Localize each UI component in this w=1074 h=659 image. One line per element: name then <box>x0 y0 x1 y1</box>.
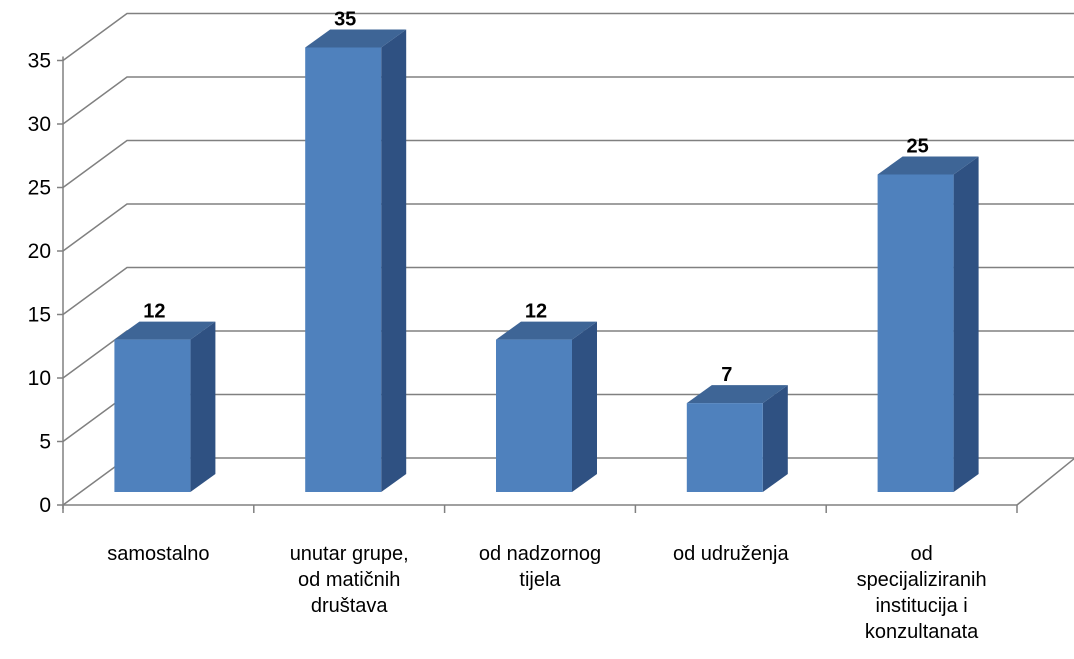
category-label: od udruženja <box>672 543 789 565</box>
bar-front <box>496 339 572 492</box>
y-tick-label: 35 <box>28 50 51 73</box>
category-label: samostalno <box>107 543 210 565</box>
bar-side <box>572 321 597 492</box>
data-label: 25 <box>906 136 928 158</box>
floor-edge <box>1016 457 1074 506</box>
data-label: 35 <box>334 9 356 31</box>
gridline <box>62 266 1074 316</box>
bar-front <box>305 47 382 492</box>
gridline <box>62 203 1074 252</box>
bar-side <box>381 29 407 492</box>
bar: 7 <box>686 364 788 492</box>
bar-front <box>877 174 954 492</box>
y-tick-label: 5 <box>39 431 51 454</box>
category-label: unutar grupe, od matičnih društava <box>289 543 409 617</box>
y-tick-label: 15 <box>28 304 51 327</box>
bar-front <box>686 403 763 492</box>
category-label: od specijaliziranih institucija i konzul… <box>856 543 987 643</box>
y-tick-label: 10 <box>28 367 51 390</box>
data-label: 12 <box>143 301 165 323</box>
bar: 35 <box>305 9 407 492</box>
bar-top <box>686 385 788 404</box>
y-tick-label: 30 <box>28 113 51 136</box>
bar: 12 <box>114 301 216 492</box>
bar: 12 <box>496 301 597 492</box>
bar-top <box>114 321 216 340</box>
bar-top <box>877 156 979 175</box>
bar-top <box>496 321 597 340</box>
bar-top <box>305 29 407 48</box>
bar-side <box>953 156 979 492</box>
y-tick-label: 0 <box>39 494 51 517</box>
data-label: 12 <box>525 301 547 323</box>
y-tick-label: 25 <box>28 177 51 200</box>
gridline <box>62 12 1074 62</box>
bar-front <box>114 339 191 492</box>
bar-side <box>190 321 216 492</box>
bar-side <box>762 385 788 492</box>
data-label: 7 <box>721 364 732 386</box>
bar: 25 <box>877 136 979 492</box>
y-tick-label: 20 <box>28 240 51 263</box>
gridline <box>62 76 1074 125</box>
category-label: od nadzornog tijela <box>478 543 602 591</box>
gridline <box>62 139 1074 189</box>
